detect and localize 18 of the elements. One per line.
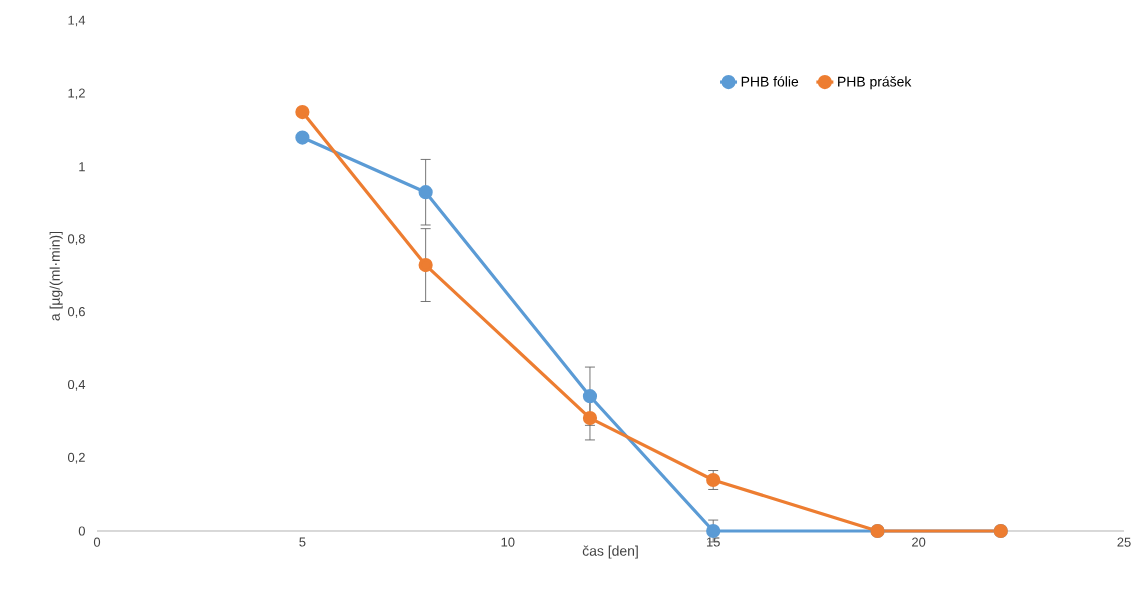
- x-tick-label: 10: [501, 537, 515, 547]
- x-axis-title: čas [den]: [582, 545, 638, 559]
- x-tick-label: 5: [299, 537, 306, 547]
- y-tick-label: 0: [78, 526, 85, 536]
- x-tick-label: 15: [706, 537, 720, 547]
- y-tick-label: 1,4: [68, 15, 86, 27]
- y-tick-label: 0,4: [67, 379, 86, 391]
- y-axis-title: a [µg/(ml·min)]: [49, 231, 63, 321]
- y-tick-label: 0,8: [67, 234, 85, 245]
- y-tick-label: 0,6: [67, 307, 85, 318]
- y-tick-label: 1,2: [68, 88, 85, 100]
- legend-label: PHB prášek: [838, 76, 912, 90]
- x-tick-label: 20: [912, 537, 926, 547]
- y-tick-label: 0,2: [67, 452, 85, 464]
- x-tick-label: 0: [93, 537, 101, 547]
- legend-label: PHB fólie: [741, 76, 799, 87]
- y-tick-label: 1: [79, 162, 85, 172]
- x-tick-label: 25: [1117, 537, 1131, 547]
